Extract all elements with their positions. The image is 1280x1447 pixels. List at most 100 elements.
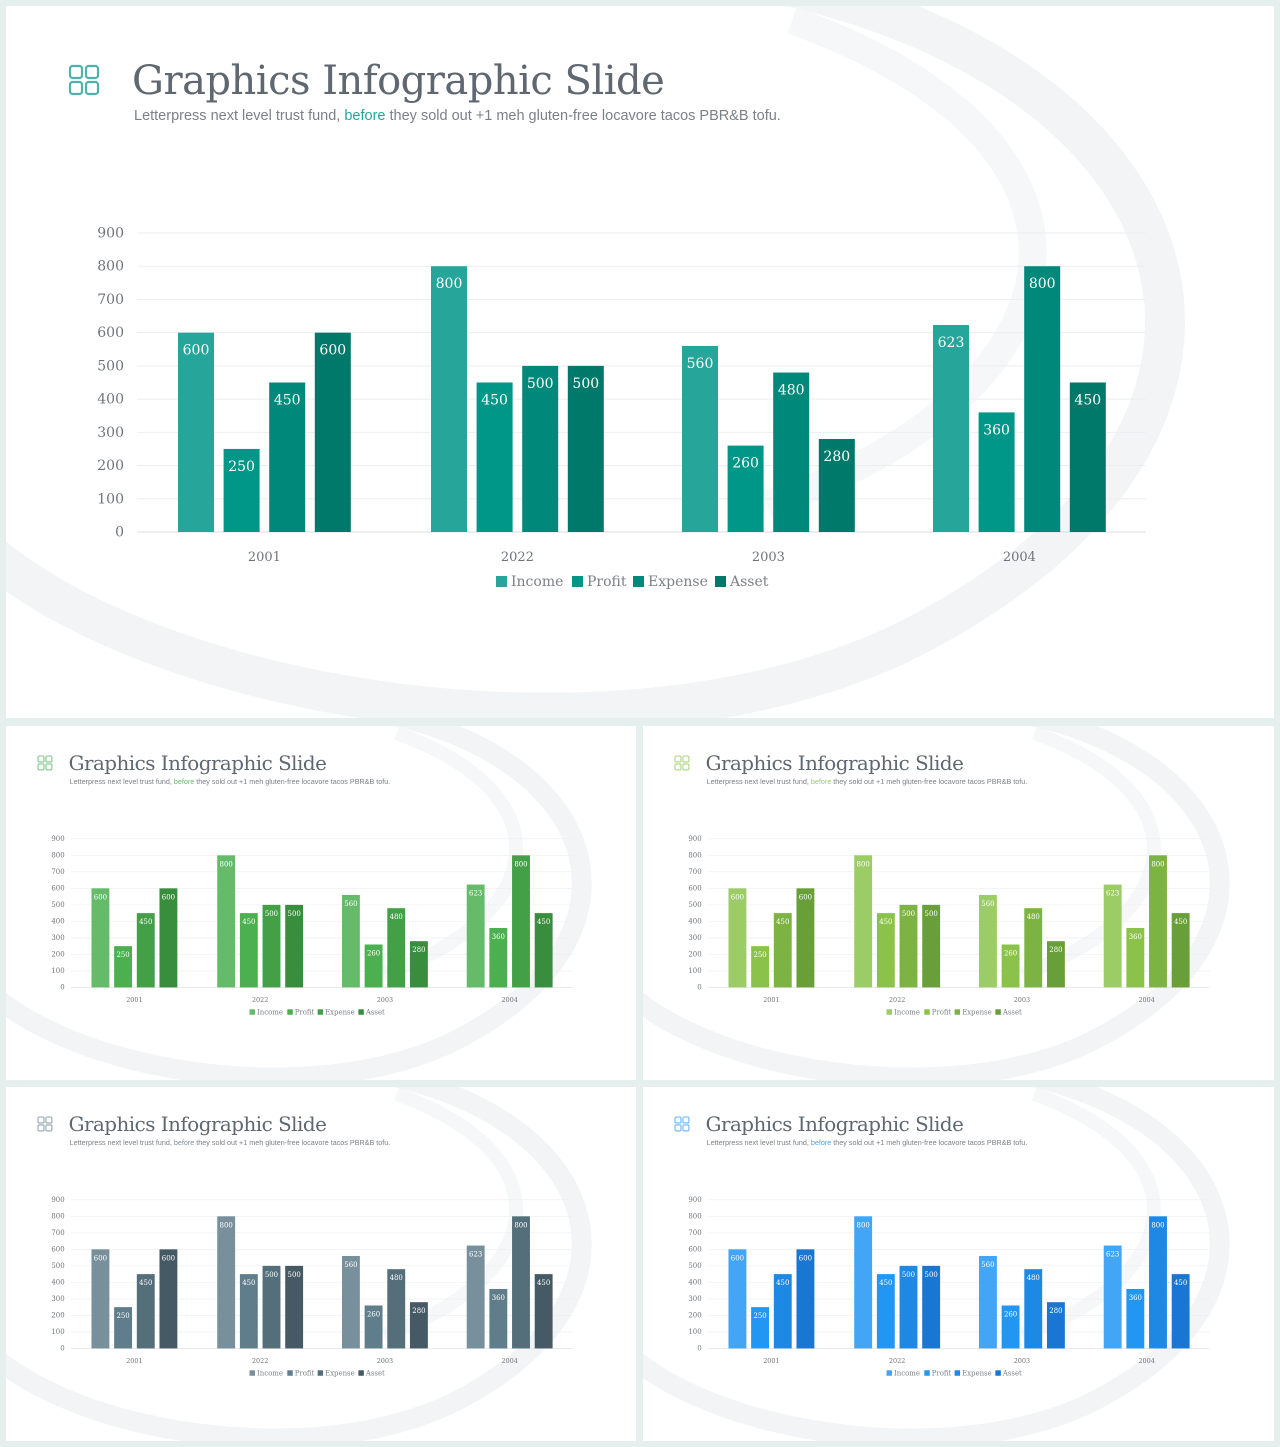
- x-tick-label: 2004: [1138, 1357, 1154, 1365]
- data-label: 450: [242, 1279, 255, 1287]
- y-tick-label: 300: [51, 1295, 64, 1303]
- data-label: 280: [823, 449, 850, 465]
- data-label: 360: [492, 933, 505, 941]
- data-label: 600: [731, 1254, 744, 1262]
- grid-icon: [674, 1116, 690, 1132]
- data-label: 800: [1151, 1221, 1164, 1229]
- grid-icon: [674, 755, 690, 771]
- legend-swatch: [496, 576, 507, 587]
- legend-label: Income: [257, 1369, 283, 1377]
- data-label: 480: [390, 1274, 403, 1282]
- subtitle-text-end: they sold out +1 meh gluten-free locavor…: [831, 1137, 1028, 1147]
- slide-subtitle: Letterpress next level trust fund, befor…: [70, 777, 391, 786]
- y-tick-label: 400: [97, 392, 124, 408]
- bar-profit-2004: [489, 1288, 508, 1349]
- y-tick-label: 200: [688, 951, 701, 959]
- grid-icon-cell: [68, 80, 84, 96]
- legend-label: Expense: [962, 1369, 992, 1377]
- y-tick-label: 400: [51, 918, 64, 926]
- bar-expense-2003: [1024, 908, 1043, 988]
- grid-icon-cell: [45, 755, 53, 763]
- bar-profit-2003: [727, 445, 764, 532]
- y-tick-label: 800: [97, 259, 124, 275]
- grid-icon-cell: [674, 763, 682, 771]
- data-label: 500: [925, 1271, 938, 1279]
- data-label: 450: [1174, 918, 1187, 926]
- x-tick-label: 2003: [377, 1357, 393, 1365]
- data-label: 800: [1151, 860, 1164, 868]
- data-label: 450: [879, 918, 892, 926]
- data-label: 280: [1049, 946, 1062, 954]
- slide-2[interactable]: Graphics Infographic Slide Letterpress ne…: [6, 726, 636, 1080]
- y-tick-label: 300: [51, 934, 64, 942]
- y-tick-label: 700: [688, 1229, 701, 1237]
- x-tick-label: 2004: [501, 1357, 517, 1365]
- legend-swatch: [317, 1370, 324, 1376]
- y-tick-label: 800: [688, 1213, 701, 1221]
- subtitle-text-start: Letterpress next level trust fund,: [69, 776, 174, 786]
- data-label: 500: [902, 1271, 915, 1279]
- data-label: 450: [537, 918, 550, 926]
- data-label: 500: [288, 910, 301, 918]
- grid-icon-cell: [84, 64, 100, 80]
- y-tick-label: 200: [97, 458, 124, 474]
- data-label: 800: [857, 1221, 870, 1229]
- bar-income-2001: [91, 1249, 110, 1349]
- data-label: 250: [228, 459, 255, 475]
- data-label: 500: [265, 1271, 278, 1279]
- slide-5[interactable]: Graphics Infographic Slide Letterpress ne…: [643, 1087, 1274, 1441]
- grid-icon-cell: [68, 64, 84, 80]
- data-label: 480: [1027, 913, 1040, 921]
- bar-asset-2022: [285, 1265, 304, 1349]
- x-tick-label: 2003: [377, 996, 393, 1004]
- x-tick-label: 2022: [501, 550, 534, 565]
- legend-label: Expense: [325, 1369, 355, 1377]
- data-label: 450: [879, 1279, 892, 1287]
- legend-swatch: [287, 1370, 293, 1376]
- data-label: 560: [344, 1261, 357, 1269]
- bar-income-2004: [933, 325, 969, 532]
- legend-label: Profit: [295, 1008, 315, 1016]
- slide-4[interactable]: Graphics Infographic Slide Letterpress ne…: [6, 1087, 636, 1441]
- slide-3[interactable]: Graphics Infographic Slide Letterpress ne…: [643, 726, 1274, 1080]
- x-tick-label: 2001: [126, 1357, 142, 1365]
- grid-icon-cell: [37, 1116, 45, 1124]
- grid-icon-cell: [45, 1124, 53, 1132]
- data-label: 450: [139, 1279, 152, 1287]
- data-label: 600: [94, 893, 107, 901]
- x-tick-label: 2001: [763, 996, 779, 1004]
- x-tick-label: 2003: [1014, 1357, 1030, 1365]
- bar-income-2003: [978, 894, 997, 988]
- data-label: 360: [1129, 1294, 1142, 1302]
- legend-swatch: [924, 1370, 930, 1376]
- data-label: 480: [778, 383, 805, 399]
- y-tick-label: 500: [97, 358, 124, 374]
- bar-income-2003: [341, 894, 360, 988]
- bar-asset-2001: [159, 888, 178, 988]
- bar-income-2022: [854, 1216, 873, 1349]
- grid-icon-cell: [682, 1116, 690, 1124]
- bar-income-2004: [1103, 1245, 1122, 1349]
- bar-asset-2003: [1046, 1302, 1065, 1349]
- data-label: 500: [265, 910, 278, 918]
- bar-profit-2022: [476, 382, 513, 532]
- data-label: 260: [367, 949, 380, 957]
- bar-expense-2003: [1024, 1269, 1043, 1349]
- bar-income-2003: [341, 1255, 360, 1349]
- data-label: 450: [274, 393, 301, 409]
- y-tick-label: 500: [51, 1262, 64, 1270]
- y-tick-label: 500: [51, 901, 64, 909]
- bar-profit-2001: [751, 946, 770, 988]
- slide-title: Graphics Infographic Slide: [68, 751, 327, 775]
- bar-profit-2003: [364, 944, 383, 988]
- data-label: 450: [537, 1279, 550, 1287]
- y-tick-label: 700: [688, 868, 701, 876]
- data-label: 250: [116, 951, 129, 959]
- y-tick-label: 200: [51, 951, 64, 959]
- slide-1[interactable]: Graphics Infographic Slide Letterpress ne…: [6, 6, 1274, 718]
- legend-label: Income: [894, 1369, 920, 1377]
- data-label: 280: [1049, 1307, 1062, 1315]
- bar-profit-2003: [364, 1305, 383, 1349]
- grid-icon-cell: [37, 763, 45, 771]
- x-tick-label: 2004: [1138, 996, 1154, 1004]
